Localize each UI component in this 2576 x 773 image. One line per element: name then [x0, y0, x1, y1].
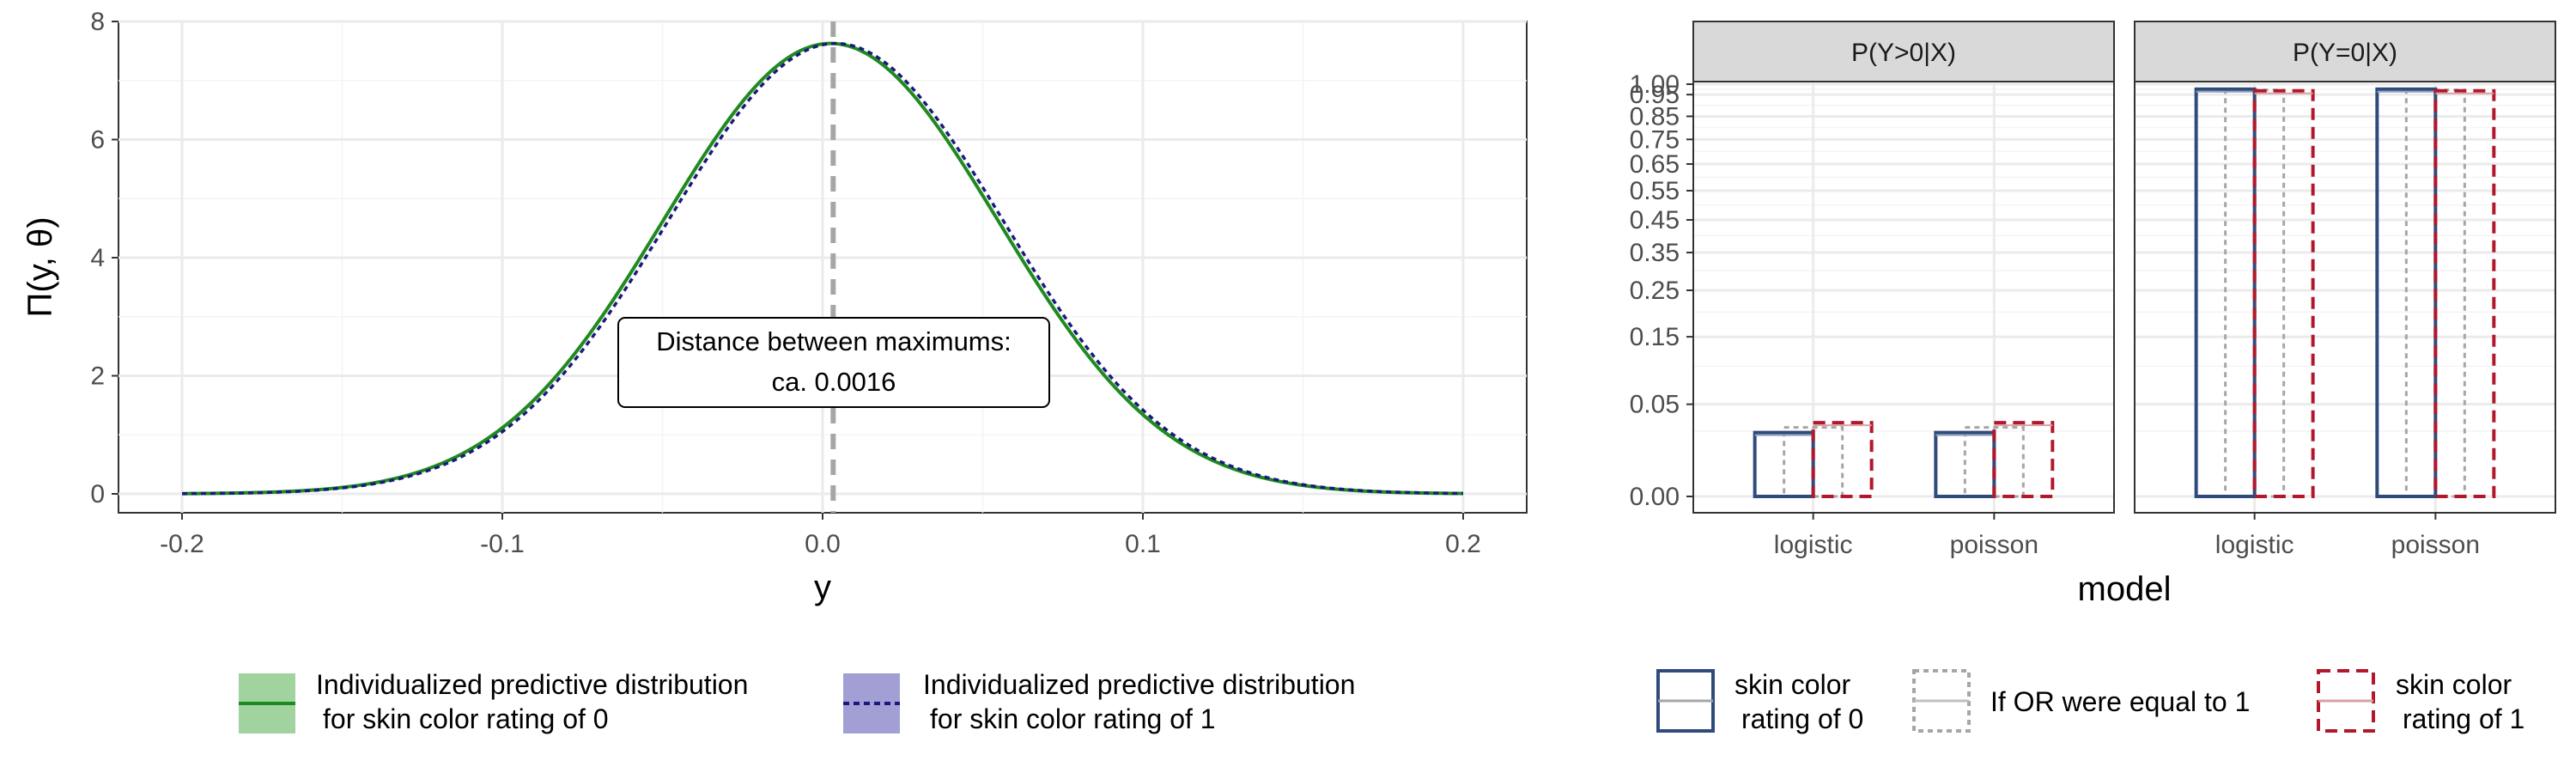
density-y-ticks: 0 2 4 6 8 [90, 8, 118, 508]
facet-p-y-equal-0: P(Y=0|X) logistic poisson [2134, 21, 2556, 559]
bar-rating-1 [1992, 421, 2055, 498]
y-tick-label: 1.00 [1630, 70, 1680, 99]
facet-strip-1 [2134, 21, 2556, 82]
y-tick-label: 0.05 [1630, 391, 1680, 419]
y-tick-label: 8 [90, 8, 105, 36]
legend-label-skin-1-line1: skin color [2396, 669, 2512, 700]
bar-x-axis-title: model [2078, 570, 2172, 608]
x-tick-label: 0.2 [1445, 530, 1481, 558]
x-tick-label: -0.2 [160, 530, 204, 558]
density-curve-1 [181, 41, 1464, 496]
bar-chart: P(Y>0|X) logistic poisson P(Y=0|X) logist… [1630, 21, 2556, 734]
y-tick-label: 0.15 [1630, 323, 1680, 351]
bar-rating-1 [2433, 88, 2496, 499]
facet-strip-0 [1692, 21, 2115, 82]
legend-label-or-equal: If OR were equal to 1 [1990, 686, 2250, 717]
x-tick-label: -0.1 [480, 530, 525, 558]
legend-item-rating-1: Individualized predictive distribution f… [843, 669, 1355, 734]
bar-rating-0 [2375, 87, 2438, 498]
y-tick-label: 0.95 [1630, 81, 1680, 109]
density-curves [181, 21, 1464, 513]
x-tick-label: logistic [1774, 531, 1853, 559]
annotation-box: Distance between maximums: ca. 0.0016 [617, 317, 1050, 408]
y-tick-label: 0.45 [1630, 206, 1680, 234]
legend-item-skin-0: skin color rating of 0 [1656, 669, 1863, 734]
y-tick-label: 0.85 [1630, 102, 1680, 131]
y-tick-label: 0.00 [1630, 483, 1680, 511]
density-x-ticks: -0.2 -0.1 0.0 0.1 0.2 [160, 513, 1481, 558]
density-y-axis-title: Π(y, θ) [21, 216, 59, 317]
y-tick-label: 0.75 [1630, 125, 1680, 154]
x-tick-label: logistic [2215, 531, 2294, 559]
facet-0-gridlines [1693, 82, 2114, 513]
facet-strip-label-0: P(Y>0|X) [1851, 39, 1956, 67]
density-chart: -0.2 -0.1 0.0 0.1 0.2 0 2 4 6 8 Distance between… [21, 8, 1528, 734]
y-tick-label: 4 [90, 244, 105, 272]
facet-background [2135, 82, 2555, 513]
y-tick-label: 0 [90, 480, 105, 508]
bar-or-equal-1 [1963, 426, 2025, 498]
facet-strip-label-1: P(Y=0|X) [2293, 39, 2397, 67]
bar-rating-0 [1753, 430, 1815, 499]
bar-y-ticks: 0.00 0.05 0.15 0.25 0.35 0.450.550.650.750.85… [1630, 70, 1693, 511]
y-tick-label: 0.65 [1630, 150, 1680, 179]
bar-rating-0 [2194, 87, 2257, 498]
facet-0-bars [1753, 421, 2055, 499]
legend-label-0-line1: Individualized predictive distribution [316, 669, 748, 700]
x-tick-label: poisson [1950, 531, 2038, 559]
legend-label-1-line2: for skin color rating of 1 [930, 703, 1216, 734]
density-gridlines [118, 20, 1527, 513]
facet-1-bars [2194, 87, 2496, 499]
facet-background [1693, 82, 2114, 513]
annotation-line1: Distance between maximums: [656, 326, 1012, 356]
y-tick-label: 6 [90, 126, 105, 155]
legend-item-rating-0: Individualized predictive distribution f… [239, 669, 748, 734]
y-tick-label: 2 [90, 362, 105, 391]
x-tick-label: poisson [2391, 531, 2480, 559]
bar-rating-1 [1811, 421, 1874, 498]
annotation-frame [617, 317, 1050, 408]
legend-label-skin-0-line1: skin color [1735, 669, 1851, 700]
facet-plot-area-0 [1692, 81, 2115, 514]
y-tick-label: 0.55 [1630, 177, 1680, 205]
x-tick-label: 0.1 [1125, 530, 1161, 558]
density-x-axis-title: y [814, 569, 831, 606]
x-tick-label: 0.0 [805, 530, 841, 558]
legend-label-1-line1: Individualized predictive distribution [923, 669, 1355, 700]
bar-rating-1 [2252, 88, 2315, 499]
facet-p-y-greater-0: P(Y>0|X) logistic poisson [1692, 21, 2115, 559]
y-tick-label: 0.35 [1630, 239, 1680, 267]
legend-item-or-equal-1: If OR were equal to 1 [1912, 669, 2250, 733]
legend-label-0-line2: for skin color rating of 0 [323, 703, 609, 734]
bar-or-equal-1 [1783, 426, 1844, 498]
legend-key-fill-1 [843, 673, 900, 733]
y-tick-label: 0.25 [1630, 277, 1680, 305]
facet-0-x-ticks: logistic poisson [1774, 513, 2038, 559]
legend-label-skin-1-line2: rating of 1 [2403, 703, 2524, 734]
annotation-line2: ca. 0.0016 [772, 367, 896, 397]
density-legend: Individualized predictive distribution f… [239, 669, 1355, 734]
legend-label-skin-0-line2: rating of 0 [1741, 703, 1863, 734]
legend-item-skin-1: skin color rating of 1 [2317, 669, 2524, 734]
bar-rating-0 [1934, 430, 1996, 499]
bar-legend: skin color rating of 0 If OR were equal … [1656, 669, 2524, 734]
facet-1-x-ticks: logistic poisson [2215, 513, 2480, 559]
facet-plot-area-1 [2134, 81, 2556, 514]
